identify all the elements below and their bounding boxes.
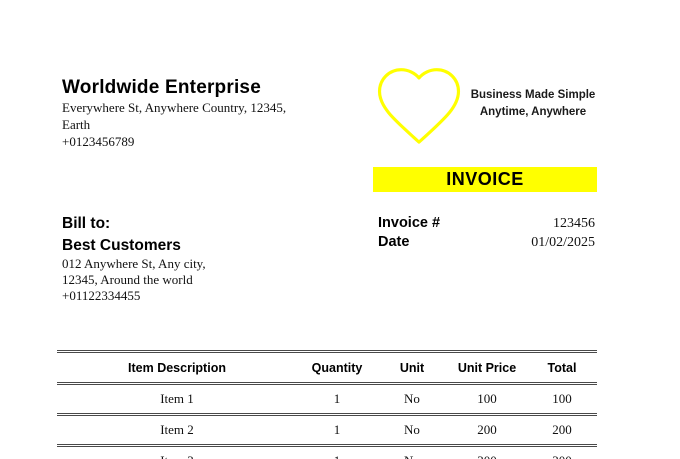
invoice-date-row: Date 01/02/2025 <box>378 234 595 253</box>
header-unit-price: Unit Price <box>457 360 517 375</box>
tagline-line-1: Business Made Simple <box>470 89 596 101</box>
customer-address-line: 12345, Around the world <box>62 271 193 287</box>
customer-phone: +01122334455 <box>62 288 141 304</box>
cell-total: 200 <box>552 422 572 437</box>
customer-name: Best Customers <box>62 236 181 254</box>
header-unit: Unit <box>399 360 425 375</box>
items-table-header-row: Item Description Quantity Unit Unit Pric… <box>57 351 597 384</box>
cell-item-description: Item 3 <box>57 446 297 459</box>
cell-quantity: 1 <box>333 422 341 437</box>
company-address: Everywhere St, Anywhere Country, 12345, … <box>62 100 322 150</box>
cell-quantity: 1 <box>297 446 377 459</box>
table-row: Item 2 1 No 200 200 <box>57 415 597 446</box>
table-row: Item 3 1 No 300 300 <box>57 446 597 459</box>
customer-address: 012 Anywhere St, Any city, 12345, Around… <box>62 256 302 305</box>
cell-total: 300 <box>527 446 597 459</box>
header-item-description: Item Description <box>128 360 226 375</box>
cell-total: 100 <box>552 391 572 406</box>
cell-quantity: 1 <box>333 391 341 406</box>
items-table: Item Description Quantity Unit Unit Pric… <box>57 350 597 459</box>
company-address-line: Earth <box>62 116 91 132</box>
cell-unit: No <box>404 422 420 437</box>
heart-icon <box>374 64 464 148</box>
invoice-number-row: Invoice # 123456 <box>378 215 595 234</box>
invoice-meta: Invoice # 123456 Date 01/02/2025 <box>378 215 595 252</box>
company-address-line: Everywhere St, Anywhere Country, 12345, <box>62 100 287 115</box>
company-tagline: Business Made Simple Anytime, Anywhere <box>465 87 601 121</box>
cell-item-description: Item 2 <box>160 422 194 437</box>
invoice-date-value: 01/02/2025 <box>531 234 595 250</box>
invoice-date-label: Date <box>378 233 410 250</box>
bill-to-label: Bill to: <box>62 215 111 232</box>
invoice-banner-title: INVOICE <box>446 169 524 189</box>
invoice-banner: INVOICE <box>373 167 597 192</box>
invoice-number-value: 123456 <box>553 216 595 231</box>
cell-unit: No <box>377 446 447 459</box>
customer-address-line: 012 Anywhere St, Any city, <box>62 255 206 271</box>
invoice-number-label: Invoice # <box>378 215 441 231</box>
bill-to-section: Bill to: Best Customers 012 Anywhere St,… <box>62 214 302 305</box>
cell-unit-price: 200 <box>477 422 497 437</box>
cell-unit-price: 300 <box>447 446 527 459</box>
cell-item-description: Item 1 <box>160 391 194 406</box>
tagline-line-2: Anytime, Anywhere <box>479 106 587 118</box>
cell-unit-price: 100 <box>477 391 497 406</box>
header-total: Total <box>547 360 577 375</box>
table-row: Item 1 1 No 100 100 <box>57 384 597 415</box>
company-phone: +0123456789 <box>62 133 135 149</box>
company-header: Worldwide Enterprise Everywhere St, Anyw… <box>62 77 322 150</box>
header-quantity: Quantity <box>311 360 363 375</box>
company-name: Worldwide Enterprise <box>62 77 261 98</box>
cell-unit: No <box>404 391 420 406</box>
